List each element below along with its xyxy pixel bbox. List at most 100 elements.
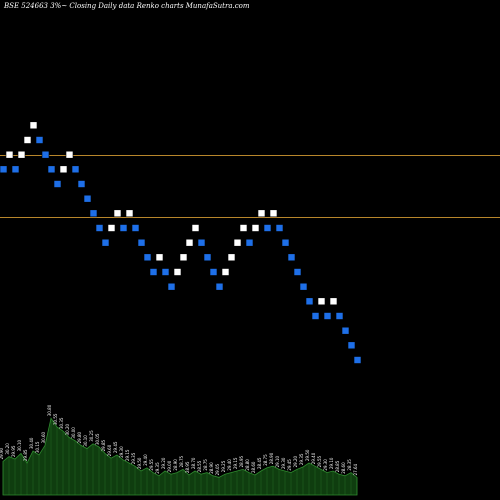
volume-label-48: 29.45 (287, 459, 292, 471)
volume-label-50: 29.35 (299, 453, 304, 465)
up-brick-39 (233, 238, 242, 247)
chart-title: BSE 524663 3%~ Closing Daily data Renko … (4, 2, 250, 10)
volume-label-30: 28.75 (179, 455, 184, 467)
volume-label-36: 29.05 (215, 463, 220, 475)
up-brick-5 (29, 121, 38, 130)
volume-label-28: 29.00 (167, 460, 172, 472)
volume-label-49: 29.20 (293, 455, 298, 467)
volume-label-23: 29.50 (137, 457, 142, 469)
renko-bricks (0, 121, 362, 364)
up-brick-42 (251, 224, 260, 232)
volume-label-42: 28.60 (251, 461, 256, 473)
volume-label-57: 28.60 (341, 462, 346, 474)
down-brick-36 (215, 282, 224, 291)
volume-label-34: 28.75 (203, 459, 208, 471)
volume-label-45: 28.90 (269, 452, 274, 464)
up-brick-4 (23, 136, 32, 144)
down-brick-0 (0, 165, 8, 174)
down-brick-20 (119, 224, 128, 232)
down-brick-24 (143, 253, 152, 262)
volume-label-19: 29.45 (113, 441, 118, 453)
volume-label-53: 29.55 (317, 455, 322, 467)
down-brick-7 (41, 150, 50, 159)
down-brick-48 (287, 253, 296, 262)
down-brick-17 (101, 238, 110, 247)
volume-label-43: 28.45 (257, 457, 262, 469)
volume-label-8: 30.80 (47, 404, 52, 416)
down-brick-51 (305, 297, 314, 306)
down-brick-15 (89, 209, 98, 218)
down-brick-56 (335, 312, 344, 320)
up-brick-37 (221, 268, 230, 276)
volume-label-38: 29.40 (227, 459, 232, 471)
volume-label-21: 29.15 (125, 449, 130, 461)
up-brick-55 (329, 297, 338, 306)
up-brick-40 (239, 224, 248, 232)
volume-label-44: 28.75 (263, 454, 268, 466)
down-brick-27 (161, 268, 170, 276)
up-brick-3 (17, 150, 26, 159)
down-brick-34 (203, 253, 212, 262)
up-brick-38 (227, 253, 236, 262)
down-brick-33 (197, 238, 206, 247)
down-brick-6 (35, 136, 44, 144)
volume-label-22: 29.35 (131, 452, 136, 464)
volume-label-12: 30.00 (71, 427, 76, 439)
down-brick-25 (149, 268, 158, 276)
up-brick-18 (107, 224, 116, 232)
up-brick-32 (191, 224, 200, 232)
up-brick-31 (185, 238, 194, 247)
down-brick-52 (311, 312, 320, 320)
volume-label-46: 29.10 (275, 455, 280, 467)
volume-label-52: 29.40 (311, 452, 316, 464)
up-brick-11 (65, 150, 74, 159)
volume-label-35: 28.90 (209, 462, 214, 474)
down-brick-9 (53, 180, 62, 188)
down-brick-2 (11, 165, 20, 174)
volume-label-16: 30.05 (95, 433, 100, 445)
volume-label-14: 30.10 (83, 435, 88, 447)
up-brick-26 (155, 253, 164, 262)
down-brick-13 (77, 180, 86, 188)
down-brick-49 (293, 268, 302, 276)
volume-label-7: 30.60 (41, 431, 46, 443)
up-brick-10 (59, 165, 68, 174)
volume-label-11: 30.20 (65, 423, 70, 435)
volume-label-41: 28.80 (245, 459, 250, 471)
volume-label-4: 29.85 (23, 449, 28, 461)
volume-label-0: 29.90 (0, 447, 4, 459)
volume-label-39: 29.15 (233, 457, 238, 469)
down-brick-12 (71, 165, 80, 174)
down-brick-54 (323, 312, 332, 320)
volume-label-58: 28.35 (347, 459, 352, 471)
volume-panel (2, 417, 358, 496)
down-brick-46 (275, 224, 284, 232)
reference-lines (0, 155, 500, 218)
volume-label-13: 29.80 (77, 431, 82, 443)
volume-label-3: 30.10 (17, 439, 22, 451)
volume-label-1: 30.20 (5, 443, 10, 455)
volume-label-9: 30.55 (53, 413, 58, 425)
down-brick-58 (347, 341, 356, 350)
up-brick-30 (179, 253, 188, 262)
volume-label-24: 29.40 (143, 454, 148, 466)
volume-label-37: 29.25 (221, 460, 226, 472)
up-brick-21 (125, 209, 134, 218)
volume-label-17: 29.85 (101, 439, 106, 451)
volume-label-31: 28.95 (185, 461, 190, 473)
volume-label-47: 29.30 (281, 457, 286, 469)
volume-label-5: 30.40 (29, 437, 34, 449)
down-brick-8 (47, 165, 56, 174)
down-brick-50 (299, 282, 308, 291)
volume-label-33: 28.55 (197, 460, 202, 472)
down-brick-16 (95, 224, 104, 232)
volume-label-20: 29.30 (119, 446, 124, 458)
volume-label-27: 29.20 (161, 457, 166, 469)
volume-label-40: 28.95 (239, 455, 244, 467)
up-brick-19 (113, 209, 122, 218)
up-brick-1 (5, 150, 14, 159)
down-brick-59 (353, 356, 362, 364)
volume-label-6: 30.15 (35, 441, 40, 453)
